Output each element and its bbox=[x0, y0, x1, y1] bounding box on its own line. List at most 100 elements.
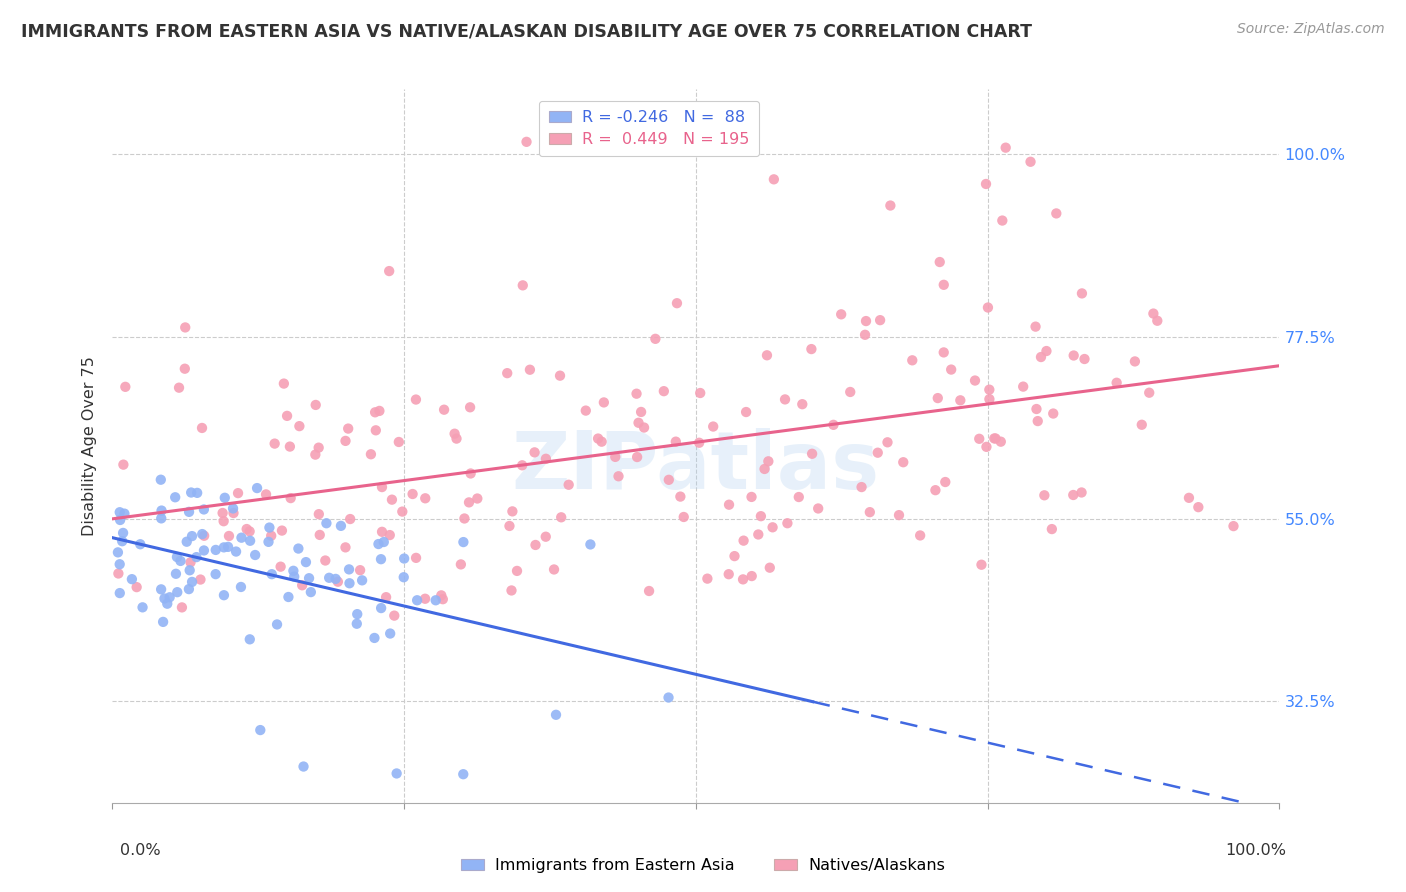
Point bbox=[190, 573, 212, 587]
Point bbox=[1040, 522, 1063, 536]
Point bbox=[204, 567, 226, 582]
Point bbox=[295, 555, 318, 569]
Point bbox=[231, 531, 253, 545]
Point bbox=[335, 541, 357, 555]
Point bbox=[276, 409, 298, 423]
Point bbox=[363, 631, 385, 645]
Point bbox=[548, 368, 571, 383]
Point bbox=[534, 451, 557, 466]
Point bbox=[592, 395, 614, 409]
Legend: Immigrants from Eastern Asia, Natives/Alaskans: Immigrants from Eastern Asia, Natives/Al… bbox=[456, 852, 950, 880]
Point bbox=[515, 135, 537, 149]
Point bbox=[1123, 354, 1146, 368]
Point bbox=[337, 562, 360, 576]
Point bbox=[451, 767, 474, 781]
Point bbox=[149, 473, 172, 487]
Point bbox=[510, 458, 533, 473]
Point bbox=[360, 447, 382, 461]
Point bbox=[876, 435, 898, 450]
Text: ZIPatlas: ZIPatlas bbox=[512, 428, 880, 507]
Point bbox=[523, 445, 546, 459]
Point bbox=[375, 590, 398, 604]
Point bbox=[1137, 385, 1160, 400]
Point bbox=[787, 490, 810, 504]
Point bbox=[413, 591, 436, 606]
Point bbox=[308, 441, 330, 455]
Point bbox=[176, 534, 198, 549]
Point bbox=[1033, 488, 1056, 502]
Point bbox=[949, 393, 972, 408]
Point bbox=[173, 361, 195, 376]
Point bbox=[851, 480, 873, 494]
Point bbox=[318, 571, 340, 585]
Point bbox=[932, 345, 955, 359]
Point bbox=[633, 420, 655, 434]
Point bbox=[994, 141, 1017, 155]
Point bbox=[1019, 154, 1042, 169]
Point bbox=[1071, 286, 1094, 301]
Point bbox=[111, 534, 134, 549]
Point bbox=[169, 554, 191, 568]
Point bbox=[370, 552, 392, 566]
Point bbox=[932, 277, 955, 292]
Point bbox=[153, 591, 176, 606]
Point bbox=[352, 574, 374, 588]
Point bbox=[367, 537, 389, 551]
Text: 100.0%: 100.0% bbox=[1226, 843, 1286, 858]
Point bbox=[108, 505, 131, 519]
Point bbox=[108, 513, 131, 527]
Point bbox=[107, 566, 129, 581]
Point bbox=[305, 398, 328, 412]
Point bbox=[887, 508, 910, 522]
Point bbox=[928, 255, 950, 269]
Point bbox=[498, 519, 520, 533]
Point bbox=[853, 327, 876, 342]
Point bbox=[756, 454, 779, 468]
Point bbox=[453, 535, 475, 549]
Point bbox=[658, 473, 681, 487]
Point bbox=[575, 403, 598, 417]
Point bbox=[859, 505, 882, 519]
Text: 0.0%: 0.0% bbox=[120, 843, 160, 858]
Point bbox=[979, 392, 1001, 406]
Point bbox=[761, 520, 783, 534]
Point bbox=[512, 278, 534, 293]
Point bbox=[211, 506, 233, 520]
Point bbox=[378, 528, 401, 542]
Point bbox=[976, 440, 998, 454]
Point bbox=[368, 404, 391, 418]
Point bbox=[308, 528, 330, 542]
Point bbox=[924, 483, 946, 498]
Point bbox=[702, 419, 724, 434]
Point bbox=[433, 402, 456, 417]
Y-axis label: Disability Age Over 75: Disability Age Over 75 bbox=[82, 356, 97, 536]
Point bbox=[381, 492, 404, 507]
Point bbox=[776, 516, 799, 531]
Point bbox=[879, 198, 901, 212]
Point bbox=[112, 525, 135, 540]
Point bbox=[759, 560, 782, 574]
Point bbox=[287, 541, 309, 556]
Point bbox=[114, 380, 136, 394]
Point bbox=[112, 507, 135, 521]
Point bbox=[970, 558, 993, 572]
Point bbox=[432, 592, 454, 607]
Point bbox=[801, 447, 824, 461]
Point bbox=[901, 353, 924, 368]
Point bbox=[550, 510, 572, 524]
Point bbox=[364, 405, 387, 419]
Point bbox=[934, 475, 956, 489]
Point bbox=[460, 467, 482, 481]
Point bbox=[979, 383, 1001, 397]
Point bbox=[308, 507, 330, 521]
Point bbox=[974, 177, 997, 191]
Point bbox=[174, 320, 197, 334]
Point bbox=[733, 533, 755, 548]
Point bbox=[855, 314, 877, 328]
Point bbox=[735, 405, 758, 419]
Point bbox=[672, 510, 695, 524]
Point bbox=[349, 563, 371, 577]
Point bbox=[1045, 206, 1067, 220]
Point bbox=[984, 432, 1007, 446]
Point bbox=[218, 529, 240, 543]
